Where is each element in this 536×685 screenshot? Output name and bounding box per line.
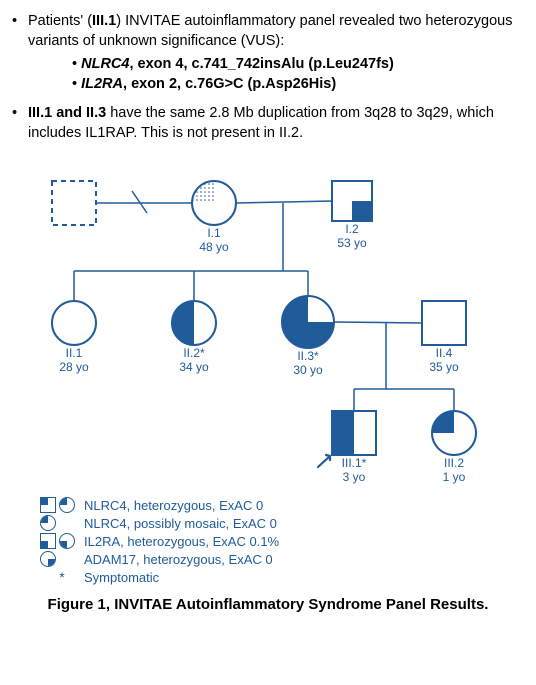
- legend-row-4: *Symptomatic: [40, 569, 524, 585]
- node-label-II3: II.3*30 yo: [274, 350, 342, 378]
- figure-caption: Figure 1, INVITAE Autoinflammatory Syndr…: [12, 595, 524, 615]
- node-label-II2: II.2*34 yo: [164, 347, 224, 375]
- legend-row-2: IL2RA, heterozygous, ExAC 0.1%: [40, 533, 524, 549]
- sub1-rest: , exon 4, c.741_742insAlu (p.Leu247fs): [129, 56, 393, 72]
- pedigree-diagram: I.148 yo I.253 yo II.128 yo II.2*34 yo II.3*…: [12, 151, 524, 491]
- legend-row-0: NLRC4, heterozygous, ExAC 0: [40, 497, 524, 513]
- node-III2: [432, 411, 476, 455]
- b2-pre: III.1 and II.3: [28, 105, 106, 121]
- legend-row-1: NLRC4, possibly mosaic, ExAC 0: [40, 515, 524, 531]
- legend-text-2: IL2RA, heterozygous, ExAC 0.1%: [84, 534, 279, 549]
- node-label-III2: III.21 yo: [424, 457, 484, 485]
- pedigree-svg: [12, 151, 524, 491]
- node-label-III1: III.1*3 yo: [324, 457, 384, 485]
- legend-text-3: ADAM17, heterozygous, ExAC 0: [84, 552, 273, 567]
- node-g1_deceased: [52, 181, 96, 225]
- node-II2: [172, 301, 216, 345]
- text-block: • Patients' (III.1) INVITAE autoinflamma…: [12, 12, 524, 143]
- node-I2: [332, 181, 372, 221]
- node-II1: [52, 301, 96, 345]
- node-II4: [422, 301, 466, 345]
- node-label-II4: II.435 yo: [414, 347, 474, 375]
- sub1-gene: NLRC4: [81, 56, 129, 72]
- node-II3: [282, 296, 334, 348]
- node-I1: [192, 181, 236, 225]
- legend-text-0: NLRC4, heterozygous, ExAC 0: [84, 498, 263, 513]
- sub2-rest: , exon 2, c.76G>C (p.Asp26His): [123, 76, 336, 92]
- node-label-I2: I.253 yo: [324, 223, 380, 251]
- legend: NLRC4, heterozygous, ExAC 0 NLRC4, possib…: [12, 497, 524, 585]
- node-label-II1: II.128 yo: [44, 347, 104, 375]
- b1-id: III.1: [92, 13, 116, 29]
- node-III1: [332, 411, 376, 455]
- b1-pre: Patients' (: [28, 13, 92, 29]
- node-label-I1: I.148 yo: [184, 227, 244, 255]
- legend-text-4: Symptomatic: [84, 570, 159, 585]
- legend-row-3: ADAM17, heterozygous, ExAC 0: [40, 551, 524, 567]
- legend-text-1: NLRC4, possibly mosaic, ExAC 0: [84, 516, 277, 531]
- sub2-gene: IL2RA: [81, 76, 123, 92]
